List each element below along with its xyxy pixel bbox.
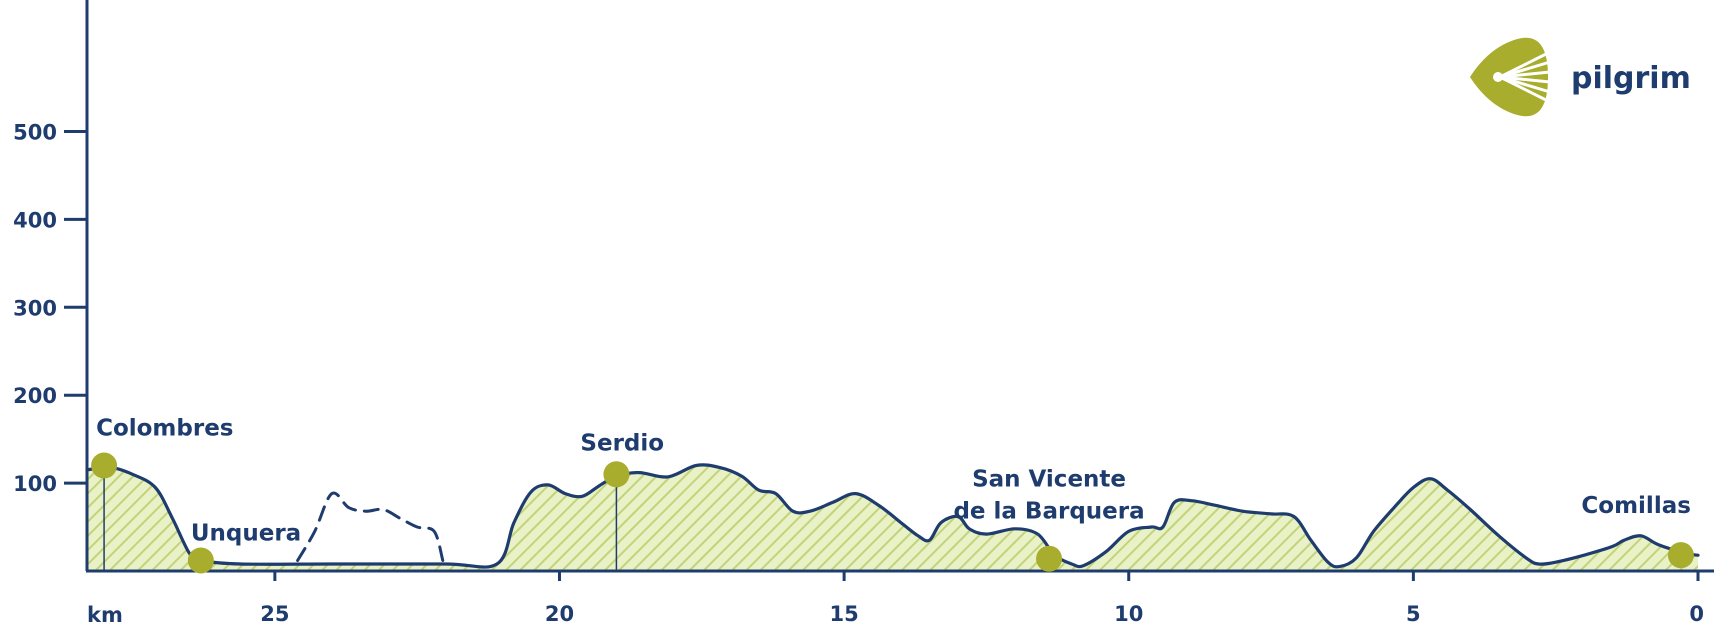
pilgrim-logo: pilgrim bbox=[1470, 37, 1691, 117]
x-tick-label: 25 bbox=[260, 602, 289, 626]
y-tick-label: 500 bbox=[13, 121, 57, 145]
town-markers: Colombres Unquera Serdio San Vicente de la B… bbox=[91, 416, 1694, 574]
town-marker bbox=[1036, 545, 1063, 572]
axis-ticks: 25 20 15 10 5 0 100 200 300 400 500 bbox=[13, 121, 1704, 627]
town-label: de la Barquera bbox=[953, 499, 1144, 525]
x-tick-label: 15 bbox=[829, 602, 858, 626]
shell-rib bbox=[1499, 75, 1551, 84]
y-tick-label: 100 bbox=[13, 472, 57, 496]
profile-lines bbox=[85, 463, 1700, 569]
shell-hinge bbox=[1493, 72, 1503, 82]
shell-rib bbox=[1499, 70, 1551, 79]
shell-rib bbox=[1499, 60, 1551, 79]
town-marker bbox=[1667, 542, 1694, 569]
town-label: Comillas bbox=[1581, 493, 1691, 519]
town-label: Unquera bbox=[191, 520, 301, 546]
town-label: San Vicente bbox=[972, 467, 1126, 493]
shell-icon bbox=[1470, 37, 1551, 117]
profile-fill bbox=[87, 464, 1698, 571]
x-tick-label: 10 bbox=[1114, 602, 1143, 626]
y-tick-label: 300 bbox=[13, 296, 57, 320]
town-marker bbox=[91, 452, 118, 479]
profile-area bbox=[87, 464, 1698, 571]
alternative-route-line bbox=[296, 491, 445, 562]
x-tick-label: 20 bbox=[545, 602, 574, 626]
town-marker bbox=[187, 547, 214, 574]
town-label: Colombres bbox=[96, 416, 233, 442]
axes: km bbox=[85, 0, 1714, 627]
brand-name: pilgrim bbox=[1571, 61, 1691, 96]
x-axis-unit-label: km bbox=[87, 603, 123, 627]
profile-line bbox=[85, 463, 1700, 569]
y-tick-label: 400 bbox=[13, 208, 57, 232]
shell-rib bbox=[1499, 50, 1551, 79]
y-tick-label: 200 bbox=[13, 384, 57, 408]
x-tick-label: 5 bbox=[1406, 602, 1421, 626]
x-tick-label: 0 bbox=[1689, 602, 1704, 626]
shell-rib bbox=[1499, 75, 1551, 104]
town-label: Serdio bbox=[580, 430, 664, 456]
town-marker bbox=[603, 461, 630, 488]
